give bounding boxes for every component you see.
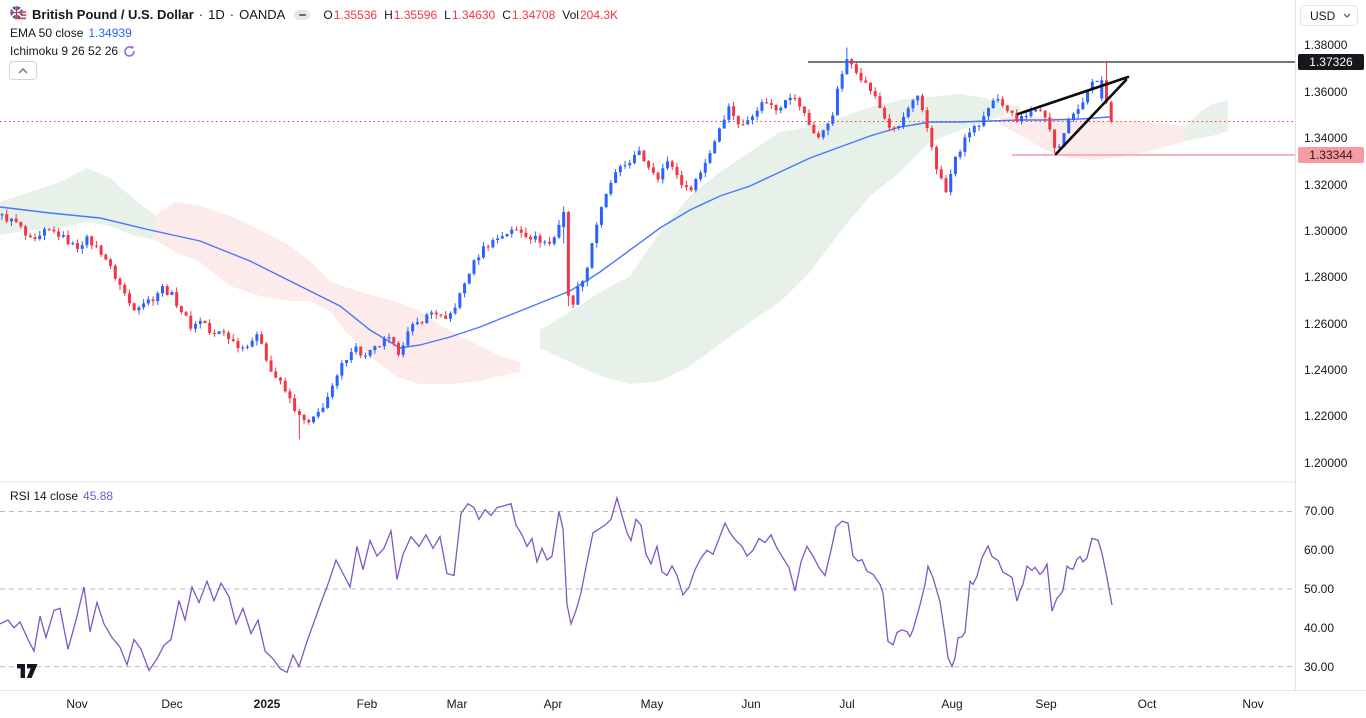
open-value: 1.35536 (333, 7, 378, 22)
price-tick: 1.38000 (1304, 38, 1348, 52)
time-tick: Nov (66, 697, 88, 711)
trend-line[interactable] (1054, 78, 1128, 156)
ichimoku-cloud (155, 202, 520, 384)
price-tick: 1.28000 (1304, 270, 1348, 284)
low-value: 1.34630 (451, 7, 496, 22)
volume-value: 204.3K (579, 7, 619, 22)
price-tick: 1.30000 (1304, 224, 1348, 238)
ichimoku-loading-icon (124, 45, 135, 57)
ema-label: EMA 50 close (10, 26, 84, 40)
rsi-tick: 30.00 (1304, 660, 1335, 674)
price-tick: 1.26000 (1304, 317, 1348, 331)
ema-legend[interactable]: EMA 50 close 1.34939 (10, 26, 132, 40)
time-tick: Dec (161, 697, 183, 711)
currency-selector[interactable]: USD (1300, 5, 1358, 26)
rsi-line[interactable] (0, 495, 1113, 674)
price-tick: 1.36000 (1304, 85, 1348, 99)
time-tick: Sep (1035, 697, 1057, 711)
price-tick: 1.20000 (1304, 456, 1348, 470)
time-tick: 2025 (253, 697, 281, 711)
price-tick: 1.24000 (1304, 363, 1348, 377)
ema50-line[interactable] (0, 116, 1111, 349)
ohlc-values: O 1.35536 H 1.35596 L 1.34630 C 1.34708 Vol 2… (323, 7, 619, 22)
symbol-title[interactable]: British Pound / U.S. Dollar (32, 7, 194, 22)
time-tick: Mar (446, 697, 468, 711)
exchange-label[interactable]: OANDA (239, 7, 286, 22)
time-axis[interactable]: Nov Dec 2025 Feb Mar Apr May Jun Jul Aug Sep Oct Nov (0, 690, 1366, 718)
bar-change-pill (294, 9, 311, 20)
ichimoku-cloud (540, 94, 1020, 384)
rsi-value: 45.88 (83, 489, 114, 503)
rsi-tick: 40.00 (1304, 621, 1335, 635)
tradingview-logo[interactable] (16, 663, 39, 679)
time-tick: Jul (839, 697, 855, 711)
candles-down (5, 58, 1113, 440)
ema-value: 1.34939 (88, 26, 132, 40)
close-value: 1.34708 (511, 7, 556, 22)
time-tick: May (640, 697, 664, 711)
main-chart[interactable] (0, 0, 1295, 690)
separator-dot: · (198, 7, 204, 22)
rsi-tick: 70.00 (1304, 504, 1335, 518)
timeframe-label[interactable]: 1D (208, 7, 225, 22)
price-tick: 1.22000 (1304, 409, 1348, 423)
time-tick: Aug (941, 697, 963, 711)
time-tick: Apr (543, 697, 563, 711)
price-axis[interactable]: 1.38000 1.36000 1.34000 1.32000 1.30000 1.280… (1295, 0, 1366, 690)
ichimoku-legend[interactable]: Ichimoku 9 26 52 26 (10, 44, 136, 58)
chevron-down-icon (1343, 13, 1351, 18)
high-value: 1.35596 (393, 7, 438, 22)
symbol-legend[interactable]: British Pound / U.S. Dollar · 1D · OANDA… (10, 6, 618, 23)
candles-up (0, 47, 1104, 424)
rsi-legend[interactable]: RSI 14 close 45.88 (10, 489, 113, 503)
trend-line[interactable] (1016, 75, 1130, 116)
ichimoku-cloud (0, 168, 155, 240)
rsi-tick: 60.00 (1304, 543, 1335, 557)
time-tick: Feb (356, 697, 378, 711)
time-tick: Oct (1137, 697, 1157, 711)
rsi-tick: 50.00 (1304, 582, 1335, 596)
ichimoku-label: Ichimoku 9 26 52 26 (10, 44, 119, 58)
gbpusd-flag-icon (10, 6, 27, 23)
collapse-legend-button[interactable] (9, 61, 37, 80)
price-line-badge: 1.37326 (1298, 54, 1364, 70)
price-tick: 1.32000 (1304, 178, 1348, 192)
price-line-badge: 1.33344 (1298, 147, 1364, 163)
rsi-label: RSI 14 close (10, 489, 79, 503)
ichimoku-cloud (1185, 100, 1228, 141)
separator-dot: · (229, 7, 235, 22)
price-tick: 1.34000 (1304, 131, 1348, 145)
currency-label: USD (1310, 8, 1336, 23)
time-tick: Nov (1242, 697, 1264, 711)
ichimoku-cloud (1000, 116, 1185, 160)
time-tick: Jun (741, 697, 761, 711)
chevron-up-icon (18, 67, 28, 74)
